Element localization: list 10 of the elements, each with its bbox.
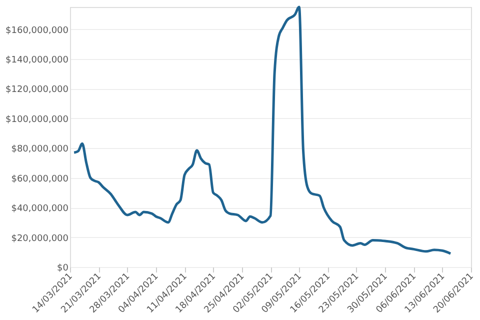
y-tick-label: $120,000,000 <box>6 85 69 96</box>
y-tick-label: $0 <box>57 264 69 274</box>
y-tick-label: $140,000,000 <box>6 56 69 66</box>
line-series <box>72 6 452 255</box>
y-tick-label: $160,000,000 <box>6 26 69 36</box>
y-tick-label: $40,000,000 <box>11 204 69 214</box>
y-tick-label: $80,000,000 <box>11 144 69 155</box>
y-tick-label: $60,000,000 <box>11 174 69 184</box>
y-tick-label: $20,000,000 <box>11 234 69 244</box>
y-tick-label: $100,000,000 <box>6 114 69 125</box>
